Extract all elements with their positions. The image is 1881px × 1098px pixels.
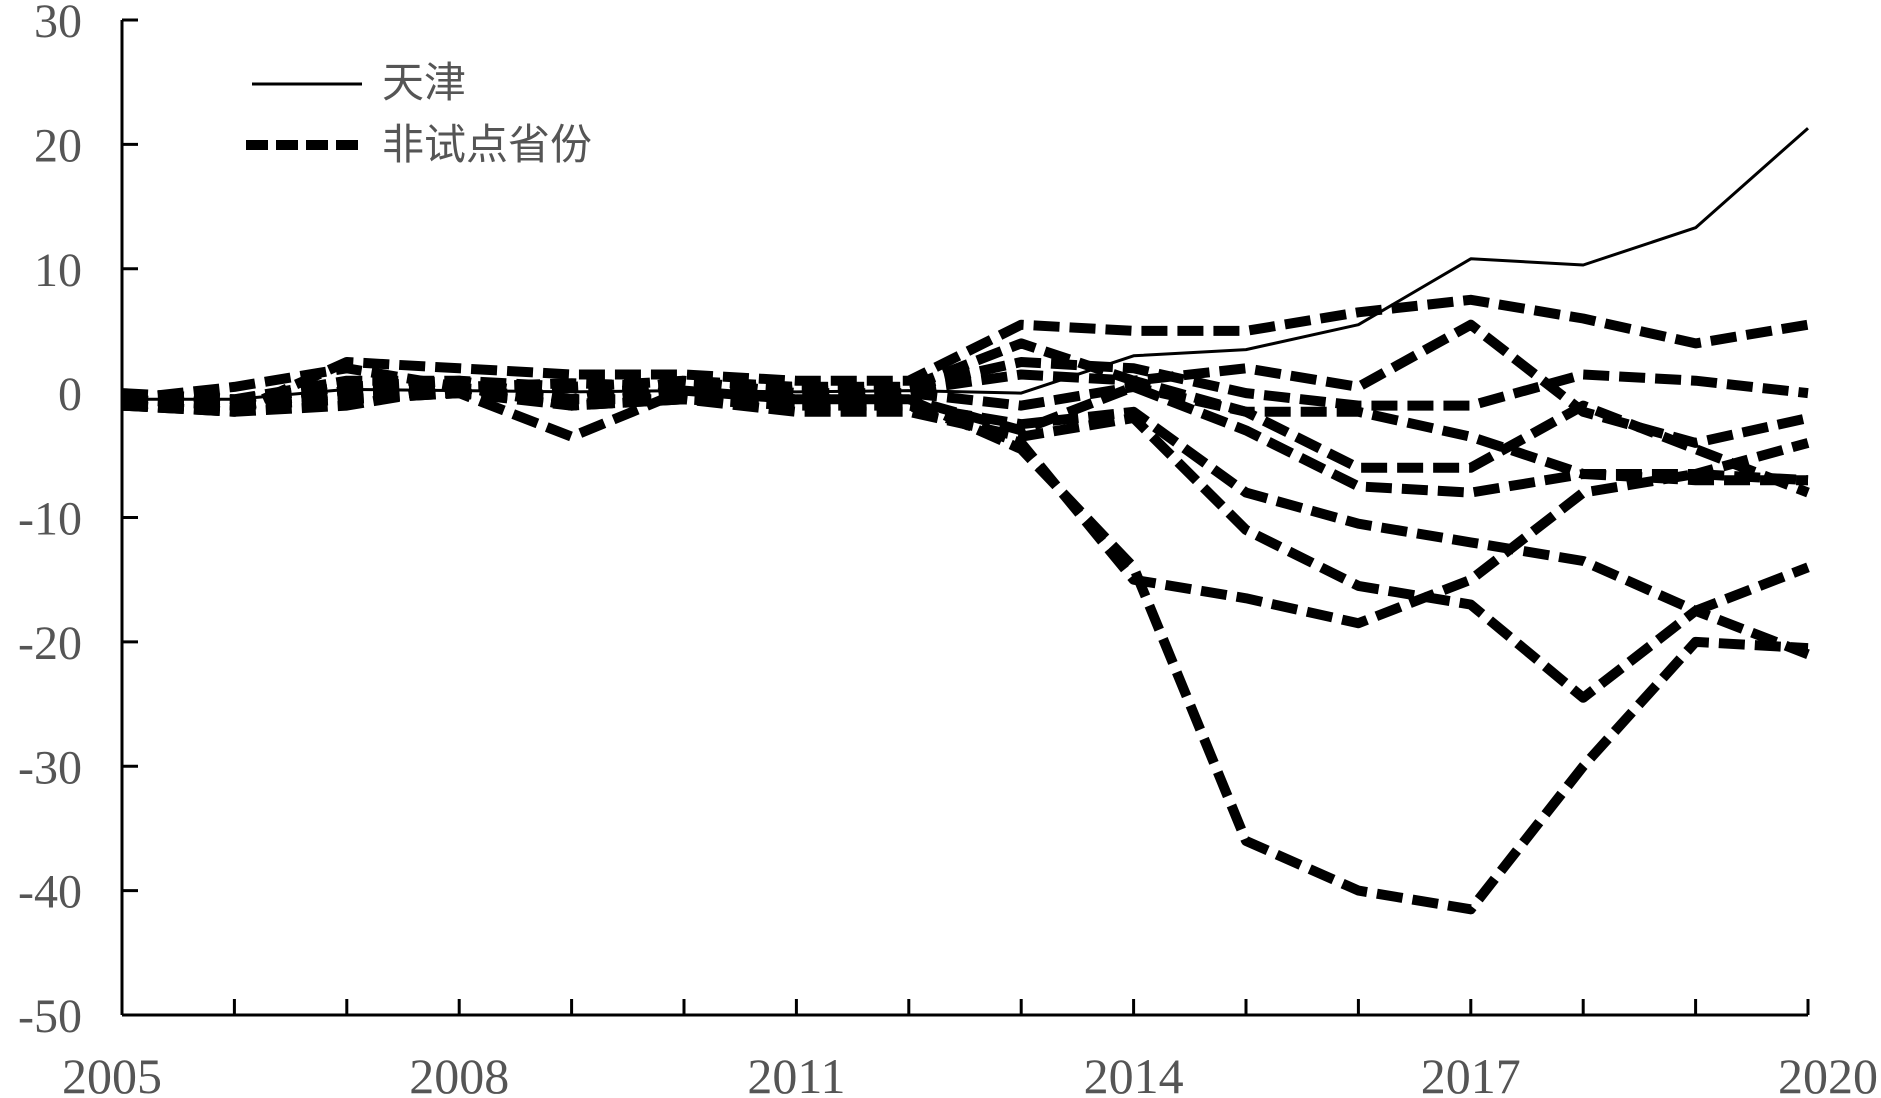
y-tick-label: -30 [18, 741, 82, 794]
x-tick-label: 2008 [409, 1048, 509, 1098]
series-line-tianjin [122, 127, 1809, 401]
series-line-non-pilot-8 [121, 388, 1810, 703]
legend: 天津 非试点省份 [246, 58, 592, 169]
series-line-non-pilot-4 [122, 369, 1810, 479]
x-tick-label: 2005 [62, 1048, 162, 1098]
y-tick-label: -10 [18, 493, 82, 546]
x-tick-label: 2011 [747, 1048, 845, 1098]
x-tick-label: 2014 [1084, 1048, 1184, 1098]
chart-axes [120, 18, 1810, 1017]
series-line-non-pilot-10 [121, 384, 1809, 915]
legend-label-tianjin: 天津 [382, 58, 466, 107]
y-tick-label: -20 [18, 617, 82, 670]
y-tick-label: -50 [18, 990, 82, 1043]
series-layer [121, 127, 1810, 915]
series-line-non-pilot-7 [121, 381, 1810, 616]
series-line-non-pilot-5 [121, 375, 1810, 498]
y-tick-label: -40 [18, 866, 82, 919]
series-line-non-pilot-2 [121, 319, 1810, 448]
y-tick-label: 30 [34, 0, 82, 48]
series-line-non-pilot-3 [121, 357, 1809, 411]
legend-label-non-pilot: 非试点省份 [382, 120, 592, 169]
series-line-non-pilot-1 [121, 294, 1809, 417]
y-tick-label: 0 [58, 368, 82, 421]
x-tick-label: 2020 [1778, 1048, 1878, 1098]
x-tick-label: 2017 [1421, 1048, 1521, 1098]
series-line-non-pilot-6 [121, 381, 1808, 498]
y-tick-label: 10 [34, 244, 82, 297]
y-tick-label: 20 [34, 119, 82, 172]
